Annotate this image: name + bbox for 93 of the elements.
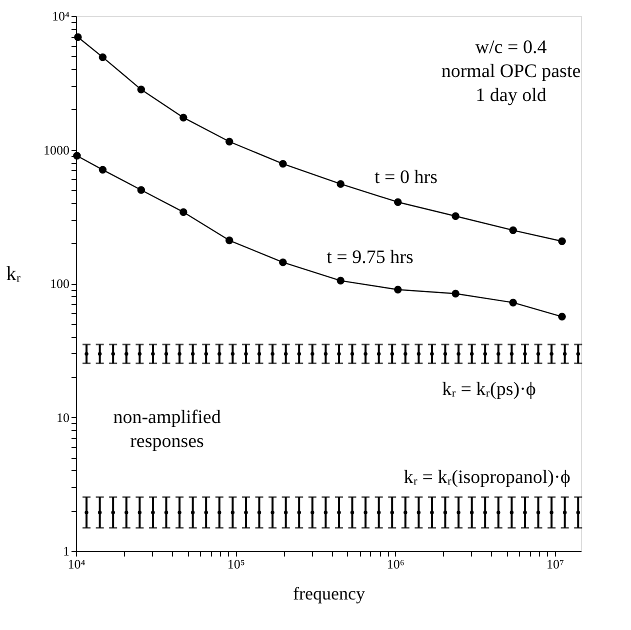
point [443,352,448,356]
point [510,352,514,356]
point [244,352,248,356]
point [284,510,288,514]
point [151,510,155,514]
point [257,352,262,356]
point [164,510,168,514]
point [230,352,235,356]
point [456,510,460,514]
point [390,352,394,356]
point [111,510,115,514]
point [550,510,554,514]
point [324,510,328,514]
point [244,510,248,514]
point [204,352,208,356]
point [523,510,527,514]
point [190,510,195,514]
point [151,352,155,356]
point [337,352,341,356]
point [138,510,142,514]
y-tick-label: 100 [50,276,70,291]
point [138,352,142,356]
point [470,510,474,514]
point [124,352,128,356]
point [98,352,102,356]
x-tick-label: 10⁴ [68,556,86,572]
point [324,352,328,356]
point [523,352,527,356]
point [178,510,182,514]
point [124,510,128,514]
point [404,352,408,356]
point [510,510,514,514]
point [483,510,487,514]
point [416,510,421,514]
point [430,510,434,514]
point [257,510,262,514]
annotation: kᵣ = kᵣ(isopropanol)·ϕ [404,467,570,488]
x-tick-label: 10⁵ [227,556,245,572]
point [562,510,567,514]
y-tick-label: 1000 [44,142,70,158]
point [204,510,208,514]
point [536,352,540,356]
x-tick-label: 10⁷ [546,556,564,572]
annotation: kᵣ = kᵣ(ps)·ϕ [442,379,536,400]
annotation: non-amplified responses [113,407,222,452]
point [576,352,580,356]
y-axis-title: kᵣ [6,263,22,285]
point [297,510,301,514]
point [576,510,580,514]
x-axis-title: frequency [293,584,365,604]
y-tick-label: 10 [56,410,70,425]
point [470,352,474,356]
annotation: t = 0 hrs [374,167,438,188]
x-tick-label: 10⁶ [386,556,404,572]
y-tick-label: 1 [63,544,70,558]
point [337,510,341,514]
point [443,510,448,514]
point [350,510,354,514]
y-tick-label: 10⁴ [52,8,70,24]
annotation: w/c = 0.4 normal OPC paste 1 day old [441,37,581,106]
point [390,510,394,514]
point [430,352,434,356]
point [84,352,88,356]
point [218,352,222,356]
point [270,510,274,514]
point [190,352,195,356]
point [376,352,381,356]
point [536,510,540,514]
point [284,352,288,356]
point [178,352,182,356]
point [416,352,421,356]
point [496,510,500,514]
point [350,352,354,356]
point [310,510,314,514]
point [310,352,314,356]
point [164,352,168,356]
point [483,352,487,356]
point [550,352,554,356]
point [496,352,500,356]
point [562,352,567,356]
point [376,510,381,514]
point [297,352,301,356]
point [364,352,368,356]
point [270,352,274,356]
annotation: t = 9.75 hrs [326,247,414,268]
point [111,352,115,356]
point [404,510,408,514]
point [230,510,235,514]
point [98,510,102,514]
point [218,510,222,514]
point [456,352,460,356]
point [364,510,368,514]
point [84,510,88,514]
